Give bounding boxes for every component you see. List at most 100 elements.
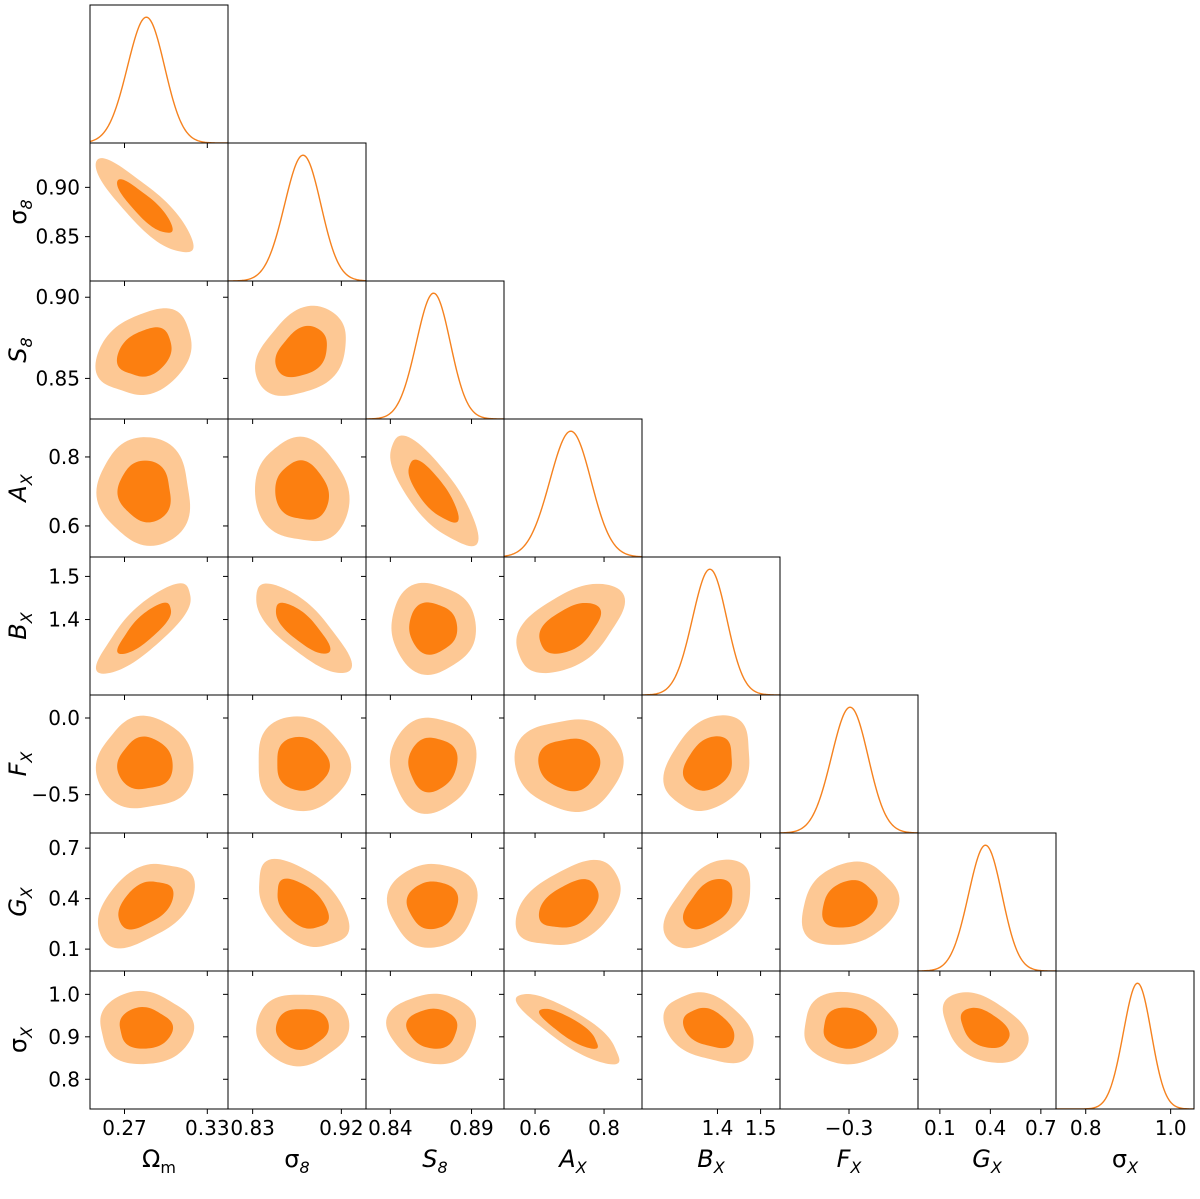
x-tick-label-AX: 0.8 — [588, 1116, 620, 1140]
marginal-curve-BX — [642, 568, 780, 695]
marginal-panel-sigma8 — [227, 142, 367, 286]
contour-68-AX-sigmaX — [538, 1008, 598, 1049]
x-tick-label-Om: 0.33 — [185, 1116, 230, 1140]
panel-frame — [227, 142, 367, 282]
contour-68-FX-sigmaX — [823, 1007, 878, 1049]
y-axis-title-S8: S8 — [4, 337, 36, 362]
y-tick-label-sigma8: 0.90 — [35, 175, 80, 199]
panel-Om-sigma8 — [85, 142, 229, 286]
x-axis-title-Om: Ωm — [142, 1145, 176, 1177]
y-axis-title-FX: FX — [4, 751, 36, 777]
panel-Om-sigmaX — [85, 970, 229, 1114]
marginal-panel-S8 — [365, 280, 505, 424]
x-axis-title-sigmaX: σX — [1112, 1145, 1139, 1177]
panel-AX-BX — [499, 556, 643, 700]
panel-AX-FX — [499, 694, 643, 838]
panel-sigma8-FX — [223, 694, 367, 838]
y-tick-label-sigmaX: 0.8 — [48, 1067, 80, 1091]
marginal-panel-FX — [779, 694, 919, 838]
marginal-panel-BX — [641, 556, 781, 700]
panel-sigma8-AX — [223, 418, 367, 562]
contour-68-Om-sigma8 — [117, 179, 173, 233]
x-tick-label-AX: 0.6 — [519, 1116, 551, 1140]
panel-BX-GX — [637, 832, 781, 976]
y-axis-title-sigmaX: σX — [4, 1026, 36, 1053]
marginal-panel-AX — [503, 418, 643, 562]
y-tick-label-AX: 0.8 — [48, 445, 80, 469]
x-tick-label-GX: 0.1 — [924, 1116, 956, 1140]
panel-GX-sigmaX — [913, 970, 1057, 1114]
panel-AX-sigmaX — [499, 970, 643, 1114]
contour-68-AX-GX — [538, 879, 599, 928]
contour-68-FX-GX — [822, 880, 878, 928]
panel-BX-sigmaX — [637, 970, 781, 1114]
x-tick-label-sigmaX: 0.8 — [1070, 1116, 1102, 1140]
contour-68-S8-BX — [409, 602, 458, 655]
x-axis-title-BX: BX — [697, 1145, 725, 1177]
panel-Om-AX — [85, 418, 229, 562]
contour-68-S8-GX — [406, 881, 459, 930]
panel-frame — [365, 280, 505, 420]
marginal-curve-AX — [504, 430, 642, 557]
y-tick-label-BX: 1.4 — [48, 608, 80, 632]
panel-frame — [1055, 970, 1195, 1110]
contour-68-Om-GX — [118, 881, 174, 930]
y-tick-label-S8: 0.85 — [35, 366, 80, 390]
x-tick-label-sigma8: 0.92 — [319, 1116, 364, 1140]
contour-68-Om-BX — [117, 602, 172, 655]
panel-Om-GX — [85, 832, 229, 976]
panel-S8-FX — [361, 694, 505, 838]
contour-68-sigma8-FX — [277, 736, 330, 791]
x-tick-label-sigmaX: 1.0 — [1155, 1116, 1187, 1140]
y-axis-title-GX: GX — [4, 886, 36, 917]
marginal-panel-Om — [89, 4, 229, 148]
contour-68-sigma8-GX — [277, 878, 329, 929]
marginal-panel-GX — [917, 832, 1057, 976]
marginal-curve-sigmaX — [1056, 982, 1194, 1109]
panel-frame — [779, 694, 919, 834]
contour-68-sigma8-AX — [275, 460, 330, 520]
x-tick-label-BX: 1.5 — [745, 1116, 777, 1140]
contour-68-sigma8-sigmaX — [275, 1009, 329, 1050]
panel-sigma8-sigmaX — [223, 970, 367, 1114]
marginal-curve-S8 — [366, 292, 504, 419]
contour-68-S8-AX — [408, 459, 459, 523]
panel-frame — [503, 418, 643, 558]
marginal-curve-sigma8 — [228, 154, 366, 281]
marginal-panel-sigmaX — [1055, 970, 1195, 1114]
contour-68-BX-GX — [682, 879, 733, 930]
panel-Om-FX — [85, 694, 229, 838]
panel-AX-GX — [499, 832, 643, 976]
contour-68-AX-FX — [538, 738, 601, 792]
y-tick-label-sigma8: 0.85 — [35, 225, 80, 249]
contour-68-S8-FX — [408, 737, 458, 793]
x-tick-label-S8: 0.84 — [368, 1116, 413, 1140]
panel-frame — [641, 556, 781, 696]
panel-Om-BX — [85, 556, 229, 700]
y-tick-label-FX: 0.0 — [48, 706, 80, 730]
marginal-curve-GX — [918, 844, 1056, 971]
x-tick-label-FX: −0.3 — [825, 1116, 874, 1140]
contour-68-sigma8-S8 — [275, 325, 327, 378]
panel-S8-GX — [361, 832, 505, 976]
panel-FX-GX — [775, 832, 919, 976]
x-tick-label-BX: 1.4 — [702, 1116, 734, 1140]
panel-FX-sigmaX — [775, 970, 919, 1114]
y-tick-label-GX: 0.1 — [48, 937, 80, 961]
y-tick-label-S8: 0.90 — [35, 285, 80, 309]
panel-frame — [917, 832, 1057, 972]
x-axis-title-GX: GX — [972, 1145, 1003, 1177]
contour-68-GX-sigmaX — [960, 1007, 1010, 1048]
y-tick-label-GX: 0.4 — [48, 887, 80, 911]
panel-S8-AX — [361, 418, 505, 562]
marginal-curve-FX — [780, 706, 918, 833]
contour-68-S8-sigmaX — [406, 1008, 458, 1049]
x-axis-title-S8: S8 — [422, 1145, 447, 1177]
marginal-curve-Om — [90, 16, 228, 143]
y-tick-label-sigmaX: 0.9 — [48, 1025, 80, 1049]
y-tick-label-sigmaX: 1.0 — [48, 982, 80, 1006]
x-tick-label-S8: 0.89 — [449, 1116, 494, 1140]
contour-68-Om-sigmaX — [119, 1007, 174, 1049]
x-axis-title-FX: FX — [837, 1145, 863, 1177]
